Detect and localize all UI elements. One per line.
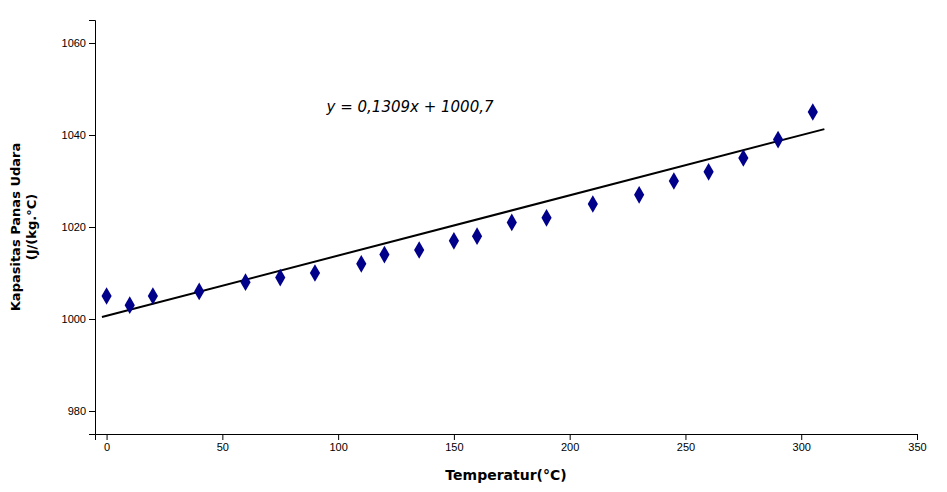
x-axis-tick-label: 100 [329, 441, 347, 453]
y-axis-line [89, 21, 96, 435]
y-axis-tick-label: 1040 [62, 129, 86, 141]
x-axis-tick-mark [685, 434, 686, 440]
equation: y = 0,1309x + 1000,7 [326, 98, 494, 116]
x-axis-tick-label: 50 [217, 441, 229, 453]
scatter-point [773, 131, 783, 149]
y-axis-tick-label: 1000 [62, 313, 86, 325]
x-axis-tick-label: 300 [793, 441, 811, 453]
scatter-point [507, 214, 517, 232]
scatter-point [634, 186, 644, 204]
x-axis-tick-label: 150 [445, 441, 463, 453]
x-axis-tick: 300 [793, 434, 811, 453]
scatter-point [588, 195, 598, 213]
x-axis-tick-mark [570, 434, 571, 440]
y-axis-tick-mark [89, 43, 95, 44]
y-axis-tick: 980 [68, 405, 95, 417]
scatter-point [669, 172, 679, 190]
scatter-point [414, 241, 424, 259]
scatter-point [541, 209, 551, 227]
y-axis-tick: 1020 [62, 221, 95, 233]
scatter-point [240, 273, 250, 291]
y-axis-tick-mark [89, 319, 95, 320]
y-axis-title-line: (J/(kg.°C) [24, 194, 39, 260]
x-axis-tick-label: 0 [104, 441, 110, 453]
y-axis-tick-label: 980 [68, 405, 86, 417]
scatter-point [356, 255, 366, 273]
x-axis-tick: 200 [561, 434, 579, 453]
scatter-point [379, 246, 389, 264]
x-axis-tick: 150 [445, 434, 463, 453]
x-axis-tick: 350 [908, 434, 926, 453]
y-axis-tick-mark [89, 227, 95, 228]
y-axis-title-line: Kapasitas Panas Udara [8, 143, 23, 311]
y-axis: 980 1000 1020 1040 1060 [62, 21, 96, 435]
marks [101, 103, 824, 317]
scatter-point [704, 163, 714, 181]
x-axis-tick-label: 250 [677, 441, 695, 453]
x-axis-tick-label: 200 [561, 441, 579, 453]
x-axis-tick: 50 [217, 434, 229, 453]
x-axis-tick-mark [107, 434, 108, 440]
x-axis-tick-mark [801, 434, 802, 440]
x-axis-tick-mark [917, 434, 918, 440]
x-axis-tick-mark [338, 434, 339, 440]
scatter-point [808, 103, 818, 121]
y-axis-tick-label: 1060 [62, 37, 86, 49]
x-axis-title: Temperatur(°C) [445, 467, 566, 483]
chart: 0 50 100 150 200 250 300 350 980 1000 1020 1040 1060… [0, 0, 947, 492]
y-axis-tick: 1040 [62, 129, 95, 141]
scatter-point [101, 287, 111, 305]
y-axis-title: Kapasitas Panas Udara(J/(kg.°C) [8, 143, 39, 311]
x-axis-line [96, 435, 918, 441]
scatter-point [148, 287, 158, 305]
x-axis-tick: 0 [104, 434, 110, 453]
scatter-point [194, 283, 204, 301]
scatter-point [449, 232, 459, 250]
y-axis-tick-mark [89, 135, 95, 136]
plot-area: 0 50 100 150 200 250 300 350 980 1000 1020 1040 1060… [62, 21, 927, 453]
scatter-point [275, 269, 285, 287]
x-axis-tick: 100 [329, 434, 347, 453]
x-axis-tick: 250 [677, 434, 695, 453]
y-axis-tick: 1060 [62, 37, 95, 49]
y-axis-tick: 1000 [62, 313, 95, 325]
scatter-point [310, 264, 320, 282]
x-axis-tick-mark [454, 434, 455, 440]
scatter-point [125, 296, 135, 314]
x-axis: 0 50 100 150 200 250 300 350 [96, 434, 927, 453]
scatter-point [472, 227, 482, 245]
x-axis-tick-label: 350 [908, 441, 926, 453]
trend-line [102, 129, 824, 317]
y-axis-tick-label: 1020 [62, 221, 86, 233]
scatter-point [738, 149, 748, 167]
y-axis-tick-mark [89, 411, 95, 412]
x-axis-tick-mark [222, 434, 223, 440]
